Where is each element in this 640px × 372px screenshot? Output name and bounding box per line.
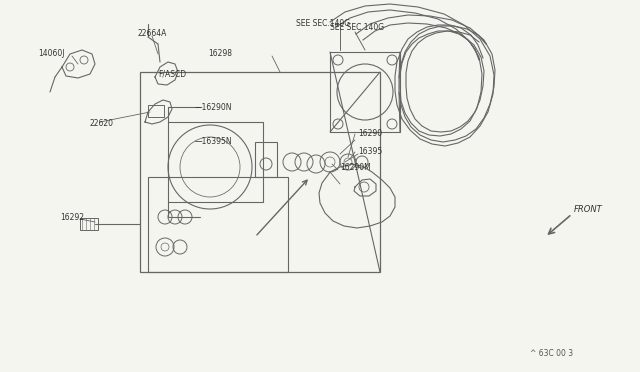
- Bar: [140, 72, 380, 272]
- Text: ^ 63C 00 3: ^ 63C 00 3: [530, 350, 573, 359]
- Text: 16290M: 16290M: [340, 164, 371, 173]
- Text: SEE SEC.140G: SEE SEC.140G: [296, 19, 350, 29]
- Bar: [148, 105, 164, 117]
- Bar: [330, 52, 400, 132]
- Text: 22620: 22620: [90, 119, 114, 128]
- Bar: [80, 218, 98, 230]
- Text: 16292: 16292: [60, 212, 84, 221]
- Bar: [168, 122, 263, 202]
- Text: —16290N: —16290N: [195, 103, 232, 112]
- Text: 16298: 16298: [208, 49, 232, 58]
- Text: 22664A: 22664A: [138, 29, 168, 38]
- Text: —16395N: —16395N: [195, 138, 232, 147]
- Text: SEE SEC.140G: SEE SEC.140G: [330, 22, 384, 32]
- Text: 14060J: 14060J: [38, 49, 65, 58]
- Text: 16395: 16395: [358, 148, 382, 157]
- Text: FRONT: FRONT: [574, 205, 603, 215]
- Text: F/ASCD: F/ASCD: [158, 70, 186, 78]
- Bar: [148, 177, 288, 272]
- Text: 16290: 16290: [358, 129, 382, 138]
- Bar: [255, 142, 277, 177]
